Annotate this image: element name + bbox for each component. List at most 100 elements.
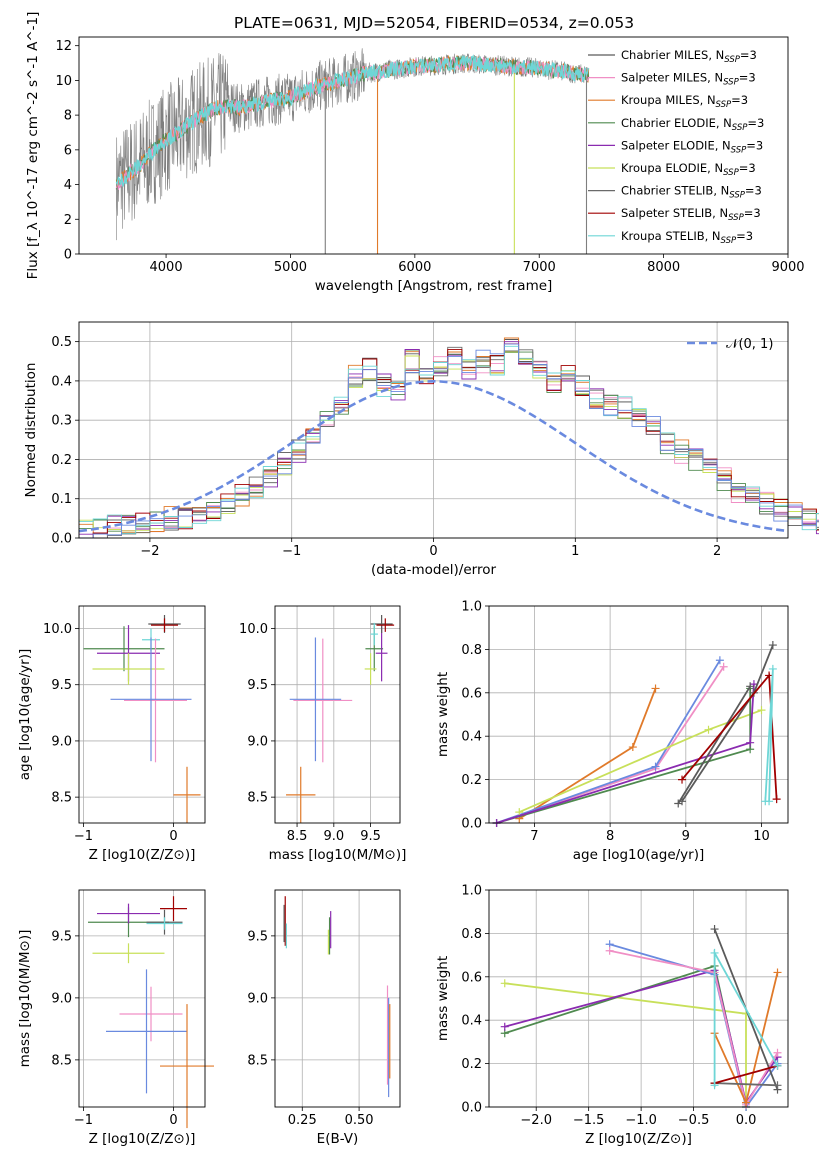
- weight-marker: [710, 1081, 719, 1090]
- y-tick-label: 9.0: [247, 734, 268, 749]
- y-tick-label: 0.0: [51, 532, 72, 547]
- weight-series-line: [496, 659, 721, 824]
- legend-normal-label: 𝒩(0, 1): [726, 337, 773, 352]
- weight-marker: [768, 641, 777, 650]
- x-tick-label: 5000: [274, 260, 307, 275]
- x-tick-label: 0.0: [736, 1113, 757, 1128]
- legend-suffix: =3: [739, 71, 756, 85]
- y-tick-label: 4: [64, 178, 72, 193]
- x-tick-label: 0: [169, 829, 177, 844]
- legend-label: Chabrier STELIB, N: [621, 184, 729, 198]
- weight-series-line: [609, 949, 779, 1108]
- axes-frame: [488, 605, 789, 824]
- x-tick-label: 0.25: [288, 1113, 317, 1128]
- x-tick-label: 0.50: [345, 1113, 374, 1128]
- y-tick-label: 0.2: [461, 1057, 482, 1072]
- weight-marker: [704, 725, 713, 734]
- x-tick-label: 8000: [647, 260, 680, 275]
- x-tick-label: 4000: [150, 260, 183, 275]
- legend-sub: SSP: [728, 213, 744, 223]
- legend-entry: Kroupa STELIB, NSSP=3: [621, 229, 753, 246]
- x-axis-label: wavelength [Angstrom, rest frame]: [315, 278, 553, 294]
- axes-frame: [274, 605, 401, 824]
- y-tick-label: 9.5: [247, 678, 268, 693]
- y-tick-label: 9.5: [51, 929, 72, 944]
- y-tick-label: 1.0: [461, 884, 482, 899]
- legend-suffix: =3: [739, 161, 756, 175]
- legend-suffix: =3: [746, 138, 763, 152]
- y-tick-label: 0.6: [461, 970, 482, 985]
- legend-entry: Kroupa ELODIE, NSSP=3: [621, 161, 756, 178]
- weight_vs_Z-axes: −2.0 −1.5 −1.0 −0.5 0.0 0.0 0.2 0.4 0.6 0.8 1.0 Z […: [435, 884, 789, 1147]
- legend-label: Kroupa ELODIE, N: [621, 161, 723, 175]
- legend-sub: SSP: [732, 123, 748, 133]
- y-tick-label: 0: [64, 248, 72, 263]
- weight-marker: [651, 762, 660, 771]
- y-tick-label: 10.0: [239, 622, 268, 637]
- axes-frame: [488, 889, 789, 1108]
- weight-marker: [761, 797, 770, 806]
- weight-marker: [772, 795, 781, 804]
- y-tick-label: 0.4: [51, 374, 72, 389]
- normal-curve: [78, 379, 789, 533]
- x-axis-label: (data-model)/error: [371, 562, 497, 578]
- mass_vs_EBV-axes: 0.25 0.50 8.5 9.0 9.5 E(B-V): [247, 889, 401, 1147]
- y-axis-label: mass [log10(M/M⊙)]: [17, 930, 33, 1068]
- legend-label: Chabrier ELODIE, N: [621, 116, 732, 130]
- y-axis-label: Normed distribution: [23, 363, 39, 498]
- age_vs_mass-axes: 8.5 9.0 9.5 8.5 9.0 9.5 10.0 mass [log10(M/M⊙)]: [239, 605, 406, 863]
- y-tick-label: 0.4: [461, 730, 482, 745]
- legend-label: Salpeter STELIB, N: [621, 206, 728, 220]
- x-axis-label: Z [log10(Z/Z⊙)]: [89, 1131, 196, 1147]
- histogram-steps: [79, 337, 819, 539]
- legend-entry: Chabrier MILES, NSSP=3: [621, 48, 757, 65]
- y-axis-label: Flux [f_λ 10^-17 erg cm^-2 s^-1 A^-1]: [25, 12, 41, 280]
- legend-label: Chabrier MILES, N: [621, 48, 724, 62]
- weight-marker: [742, 1098, 751, 1107]
- errorbars: [286, 614, 395, 823]
- y-tick-label: 1.0: [461, 600, 482, 615]
- legend-suffix: =3: [744, 206, 761, 220]
- y-tick-label: 6: [64, 143, 72, 158]
- weight-marker: [674, 799, 683, 808]
- weight-marker: [746, 682, 755, 691]
- weight-lines: [492, 641, 781, 827]
- y-tick-label: 9.0: [247, 991, 268, 1006]
- y-tick-label: 9.0: [51, 991, 72, 1006]
- weight-marker: [678, 775, 687, 784]
- figure-title: PLATE=0631, MJD=52054, FIBERID=0534, z=0…: [234, 14, 634, 32]
- axes-frame: [274, 889, 401, 1108]
- y-tick-label: 0.3: [51, 414, 72, 429]
- x-tick-label: −2.0: [520, 1113, 552, 1128]
- weight-series-line: [496, 684, 755, 824]
- legend-sub: SSP: [721, 236, 737, 246]
- y-tick-label: 8.5: [247, 791, 268, 806]
- axes-frame: [78, 889, 206, 1108]
- weight-marker: [605, 946, 614, 955]
- axes-frame: [78, 605, 206, 824]
- weight-series-line: [714, 1064, 778, 1084]
- weight-marker: [719, 662, 728, 671]
- y-tick-label: 0.8: [461, 927, 482, 942]
- y-tick-label: 8.5: [51, 1053, 72, 1068]
- x-tick-label: 9: [682, 829, 690, 844]
- weight_vs_age-axes: 7 8 9 10 0.0 0.2 0.4 0.6 0.8 1.0 age [log10(age/yr…: [435, 600, 789, 863]
- y-tick-label: 8.5: [51, 791, 72, 806]
- legend-label: Kroupa MILES, N: [621, 93, 716, 107]
- age_vs_Z-axes: −1 0 8.5 9.0 9.5 10.0 Z [log10(Z/Z⊙)] age [log1…: [17, 605, 206, 863]
- y-axis-label: mass weight: [435, 672, 451, 757]
- weight-lines: [500, 925, 782, 1111]
- legend-label: Salpeter MILES, N: [621, 71, 723, 85]
- model-fit-line: [115, 54, 590, 187]
- y-tick-label: 10.0: [43, 622, 72, 637]
- weight-marker: [500, 1022, 509, 1031]
- x-tick-label: 8.5: [287, 829, 308, 844]
- y-tick-label: 0.5: [51, 335, 72, 350]
- weight-marker: [757, 706, 766, 715]
- weight-marker: [768, 664, 777, 673]
- x-axis-label: Z [log10(Z/Z⊙)]: [585, 1131, 692, 1147]
- legend-sub: SSP: [729, 191, 745, 201]
- legend-sub: SSP: [731, 145, 747, 155]
- x-tick-label: −1: [74, 1113, 93, 1128]
